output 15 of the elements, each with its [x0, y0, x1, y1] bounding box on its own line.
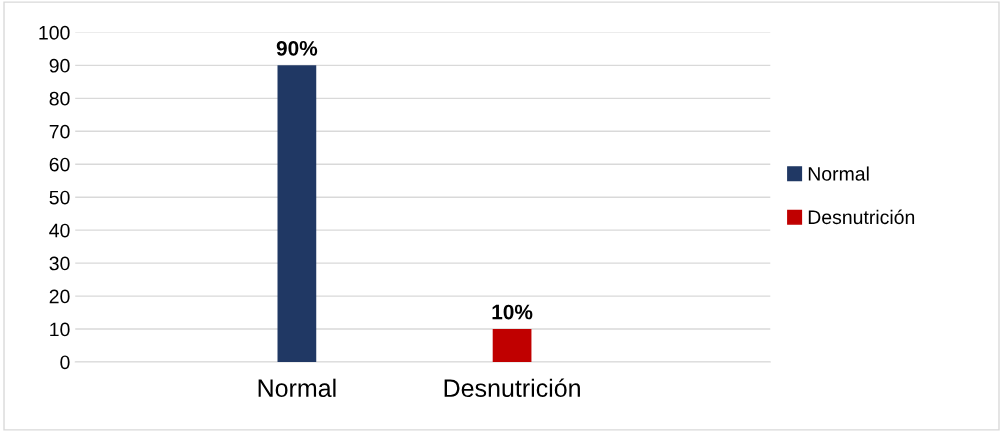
y-tick-label: 50 [49, 190, 70, 205]
data-label: 90% [276, 40, 318, 56]
y-tick-label: 80 [49, 91, 70, 106]
y-tick-label: 0 [60, 355, 70, 370]
legend-label: Normal [808, 166, 869, 181]
y-tick-label: 40 [49, 223, 70, 238]
data-label: 10% [492, 304, 533, 320]
y-tick-label: 20 [49, 289, 70, 304]
legend-label: Desnutrición [808, 209, 915, 225]
y-tick-label: 70 [49, 124, 70, 139]
y-tick-label: 90 [49, 58, 70, 73]
y-tick-label: 100 [39, 25, 70, 40]
y-tick-label: 60 [49, 157, 70, 172]
y-tick-label: 10 [50, 322, 70, 337]
y-tick-label: 30 [49, 256, 70, 271]
